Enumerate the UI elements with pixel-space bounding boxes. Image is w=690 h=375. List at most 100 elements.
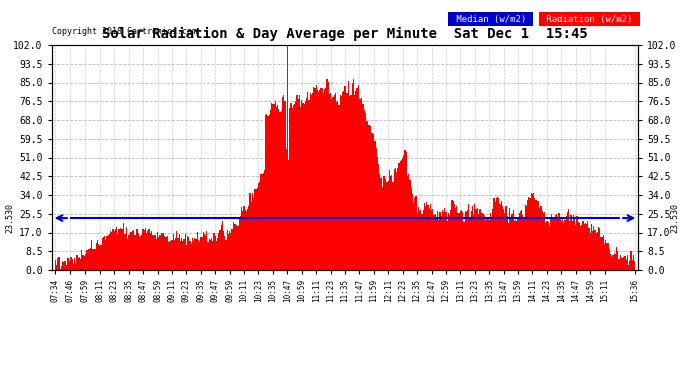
- Bar: [229, 231, 230, 270]
- Bar: [317, 90, 318, 270]
- Bar: [475, 209, 477, 270]
- Bar: [367, 121, 368, 270]
- Bar: [563, 223, 564, 270]
- Bar: [318, 92, 319, 270]
- Bar: [627, 255, 628, 270]
- Bar: [609, 249, 610, 270]
- Bar: [360, 99, 362, 270]
- Bar: [556, 214, 557, 270]
- Bar: [290, 103, 291, 270]
- Bar: [248, 206, 250, 270]
- Bar: [599, 228, 600, 270]
- Bar: [524, 206, 526, 270]
- Bar: [551, 214, 552, 270]
- Bar: [279, 112, 281, 270]
- Bar: [591, 224, 592, 270]
- Bar: [573, 215, 574, 270]
- Bar: [66, 265, 67, 270]
- Bar: [295, 101, 296, 270]
- Bar: [195, 239, 197, 270]
- Bar: [126, 227, 127, 270]
- Bar: [67, 258, 68, 270]
- Bar: [378, 164, 380, 270]
- Bar: [400, 161, 401, 270]
- Bar: [342, 92, 343, 270]
- Bar: [244, 206, 245, 270]
- Bar: [206, 231, 208, 270]
- Bar: [604, 244, 605, 270]
- Bar: [205, 236, 206, 270]
- Bar: [352, 83, 353, 270]
- Bar: [179, 234, 180, 270]
- Bar: [259, 182, 260, 270]
- Bar: [90, 248, 91, 270]
- Bar: [383, 176, 384, 270]
- Bar: [482, 214, 484, 270]
- Bar: [305, 101, 306, 270]
- Bar: [519, 213, 520, 270]
- Bar: [235, 224, 236, 270]
- Bar: [253, 198, 254, 270]
- Bar: [448, 213, 449, 270]
- Bar: [385, 179, 386, 270]
- Bar: [240, 216, 241, 270]
- Bar: [375, 148, 377, 270]
- Bar: [148, 229, 150, 270]
- Bar: [187, 236, 188, 270]
- Bar: [114, 231, 115, 270]
- Bar: [436, 217, 437, 270]
- Bar: [116, 227, 117, 270]
- Bar: [277, 105, 278, 270]
- Bar: [115, 229, 116, 270]
- Bar: [112, 230, 114, 270]
- Bar: [175, 238, 176, 270]
- Bar: [93, 249, 95, 270]
- Bar: [467, 210, 469, 270]
- Bar: [425, 206, 426, 270]
- Bar: [503, 209, 504, 270]
- Bar: [264, 170, 265, 270]
- Bar: [618, 260, 620, 270]
- Bar: [473, 215, 474, 270]
- Bar: [339, 94, 341, 270]
- Bar: [239, 219, 240, 270]
- Bar: [82, 255, 83, 270]
- Bar: [553, 217, 555, 270]
- Text: 23.530: 23.530: [5, 203, 14, 233]
- Bar: [151, 231, 152, 270]
- Bar: [407, 176, 408, 270]
- Bar: [535, 200, 537, 270]
- Bar: [571, 221, 573, 270]
- Bar: [486, 217, 487, 270]
- Bar: [186, 245, 187, 270]
- Bar: [629, 261, 631, 270]
- Bar: [69, 261, 70, 270]
- Bar: [252, 194, 253, 270]
- Bar: [245, 210, 246, 270]
- Bar: [99, 246, 101, 270]
- Bar: [371, 133, 372, 270]
- Bar: [491, 217, 492, 270]
- Bar: [399, 163, 400, 270]
- Bar: [109, 234, 110, 270]
- Bar: [101, 238, 103, 270]
- Bar: [135, 235, 137, 270]
- Text: Radiation (w/m2): Radiation (w/m2): [542, 15, 638, 24]
- Bar: [574, 218, 575, 270]
- Bar: [411, 187, 412, 270]
- Bar: [492, 209, 493, 270]
- Bar: [409, 180, 411, 270]
- Bar: [296, 95, 297, 270]
- Bar: [320, 88, 322, 270]
- Bar: [490, 213, 491, 270]
- Bar: [613, 254, 615, 270]
- Bar: [210, 240, 211, 270]
- Bar: [384, 176, 385, 270]
- Bar: [547, 222, 549, 270]
- Bar: [87, 250, 88, 270]
- Bar: [164, 236, 166, 270]
- Bar: [443, 212, 444, 270]
- Bar: [288, 160, 289, 270]
- Bar: [319, 90, 320, 270]
- Bar: [555, 215, 556, 270]
